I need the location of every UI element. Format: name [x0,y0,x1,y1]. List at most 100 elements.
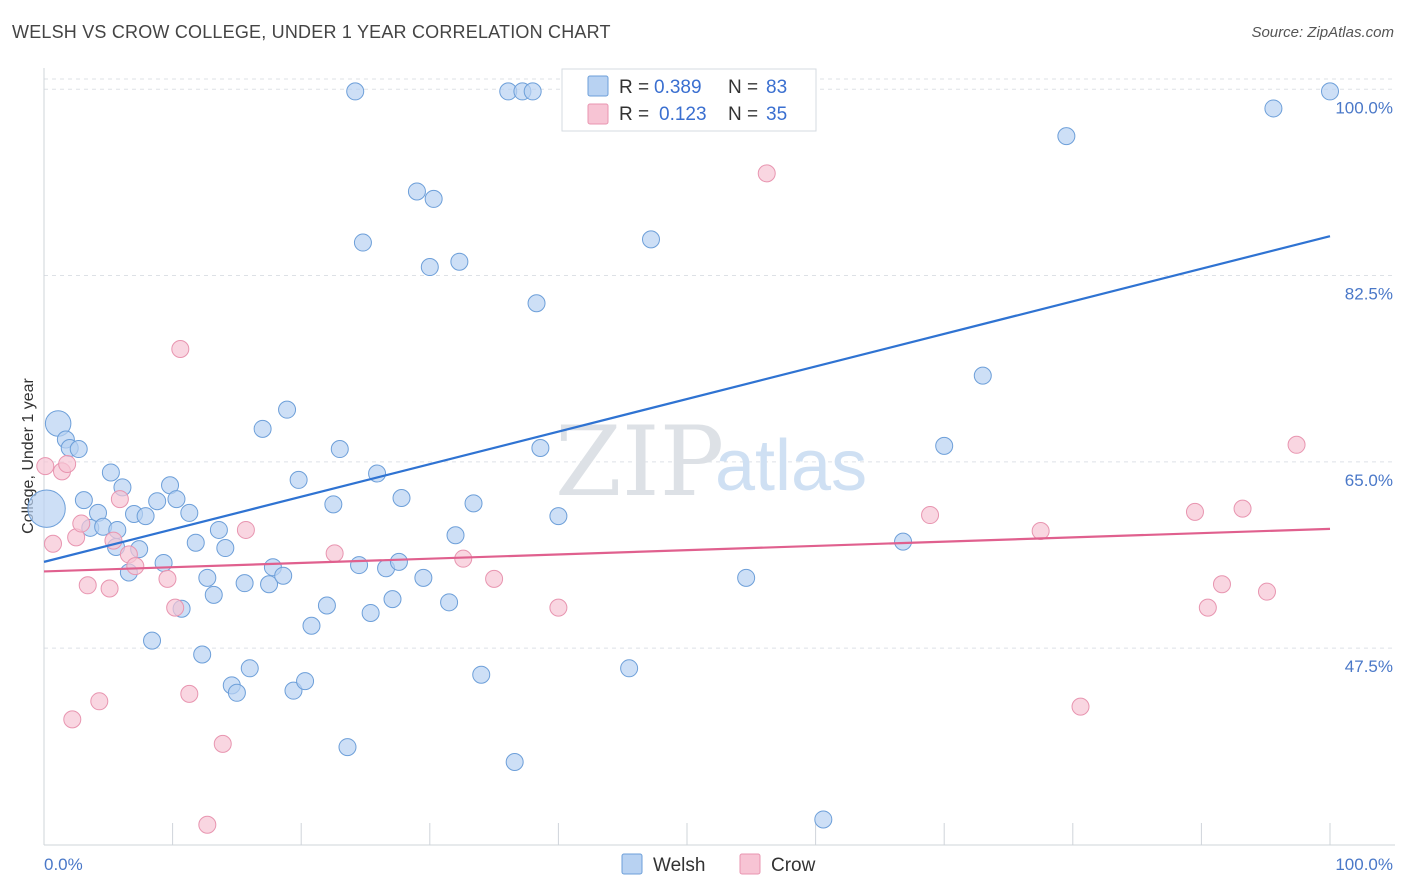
crow-point [549,598,568,617]
welsh-point [167,490,186,509]
welsh-point [227,683,246,702]
legend-welsh-r-value: 0.389 [654,77,702,98]
welsh-point [278,400,297,419]
welsh-point [289,470,308,489]
welsh-point [464,494,483,513]
welsh-point [353,233,372,252]
legend-swatch-welsh [587,75,609,97]
legend-crow-n-label: N = [728,104,758,125]
x-tick-label-min: 0.0% [44,855,83,874]
welsh-point [346,82,365,101]
bottom-legend-welsh: Welsh [653,855,705,876]
welsh-point [154,553,173,572]
crow-point [63,710,82,729]
welsh-point [973,366,992,385]
welsh-point [935,436,954,455]
crow-point [158,569,177,588]
y-tick-labels: 47.5% 65.0% 82.5% 100.0% [1335,98,1393,676]
welsh-point [1321,82,1339,101]
crow-point [36,457,55,476]
welsh-point [420,258,439,277]
watermark-atlas: atlas [715,426,867,506]
welsh-point [392,489,411,508]
welsh-point [338,738,357,757]
welsh-point [737,568,756,587]
welsh-point [209,520,228,539]
crow-point [1185,502,1204,521]
welsh-point [1057,127,1076,146]
legend-crow-n-value: 35 [766,104,787,125]
crow-point [757,164,776,183]
welsh-point [240,659,259,678]
welsh-point [446,526,465,545]
series-legend: Welsh Crow [621,853,816,876]
welsh-point [186,533,205,552]
x-tick-label-max: 100.0% [1335,855,1393,874]
crow-point [90,692,109,711]
crow-point [1031,522,1050,541]
bottom-legend-swatch-crow [739,853,761,875]
welsh-point [527,294,546,313]
y-tick-label: 82.5% [1345,285,1393,304]
data-points [27,82,1339,834]
crow-point [166,598,185,617]
welsh-point [260,575,279,594]
welsh-point [101,463,120,482]
chart-title: WELSH VS CROW COLLEGE, UNDER 1 YEAR CORR… [12,22,611,42]
welsh-point [531,438,550,457]
welsh-point [324,495,343,514]
welsh-point [198,568,217,587]
welsh-point [216,539,235,558]
welsh-point [383,590,402,609]
welsh-point [414,568,433,587]
crow-point [58,454,77,473]
legend-welsh-n-value: 83 [766,77,787,98]
grid-layer [44,78,1395,649]
y-tick-label: 65.0% [1345,471,1393,490]
crow-point [100,579,119,598]
legend-welsh-n-label: N = [728,77,758,98]
welsh-point [148,492,167,511]
welsh-point [523,82,542,101]
welsh-point [296,672,315,691]
crow-point [485,569,504,588]
crow-point [1257,582,1276,601]
welsh-point [253,419,272,438]
crow-point [236,520,255,539]
crow-trend-line [43,527,1331,573]
welsh-point [407,182,426,201]
welsh-point [641,230,660,249]
crow-point [171,339,190,358]
welsh-point [180,503,199,522]
welsh-point [894,532,913,551]
welsh-point [317,596,336,615]
crow-point [1212,575,1231,594]
welsh-point [330,440,349,459]
welsh-trend-line [43,235,1331,563]
welsh-point [472,665,491,684]
crow-point [198,815,217,834]
y-tick-label: 100.0% [1335,98,1393,117]
welsh-point [620,659,639,678]
x-ticks [43,823,1331,845]
crow-point [921,506,940,525]
welsh-point [424,189,443,208]
legend-swatch-crow [587,103,609,125]
welsh-point [204,585,223,604]
crow-point [78,576,97,595]
crow-point [126,557,145,576]
crow-point [72,514,91,533]
crow-point [1071,697,1090,716]
welsh-point [302,616,321,635]
legend-crow-r-label: R = [619,104,649,125]
crow-point [325,544,344,563]
legend-welsh-r-label: R = [619,77,649,98]
trend-lines [43,235,1331,573]
welsh-point [440,593,459,612]
crow-point [213,734,232,753]
welsh-point [69,440,88,459]
welsh-point [1264,99,1283,118]
welsh-point [549,507,568,526]
welsh-point [505,752,524,771]
